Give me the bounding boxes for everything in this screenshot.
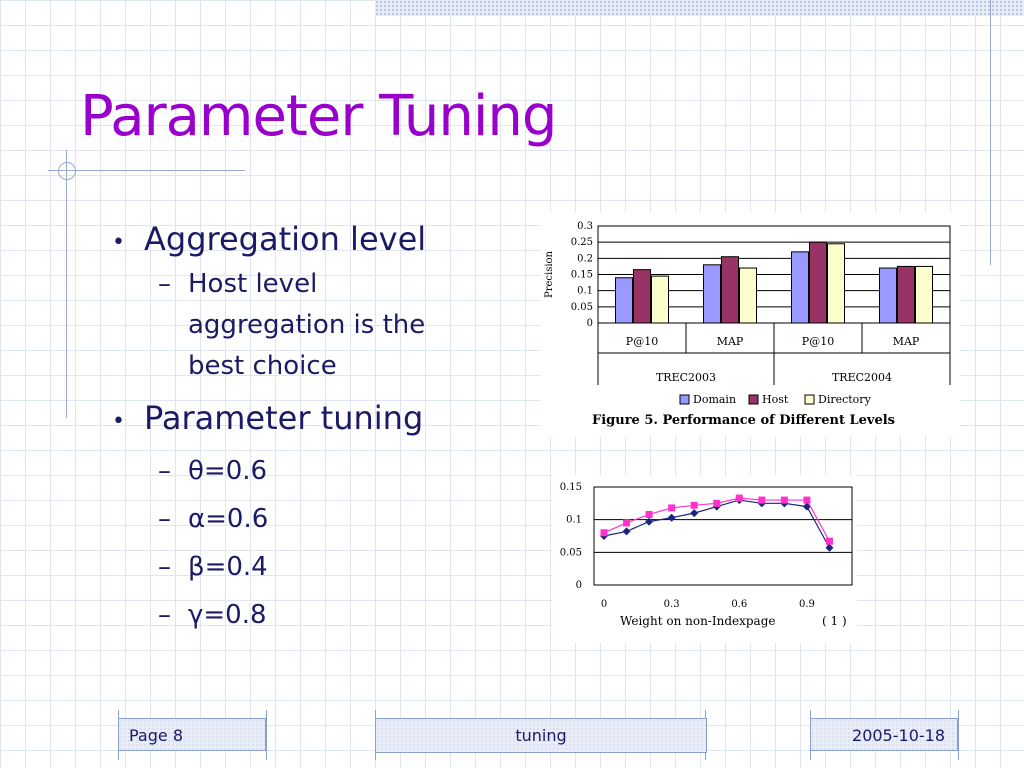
y-tick-label: 0.15	[560, 482, 582, 493]
bullet-dot-icon: •	[112, 409, 125, 434]
x-axis-label: Weight on non-Indexpage	[620, 614, 775, 628]
legend-label: Directory	[818, 393, 872, 406]
data-point	[690, 501, 698, 509]
x-tick-label: P@10	[626, 335, 658, 348]
y-tick-label: 0.15	[571, 270, 593, 281]
chart-caption: ( 1 )	[822, 614, 847, 628]
dash-icon: –	[158, 504, 171, 534]
sub-bullet-host-level: – Host level aggregation is the best cho…	[100, 264, 480, 387]
footer-date: 2005-10-18	[810, 718, 958, 751]
bar	[915, 265, 933, 324]
legend-label: Domain	[693, 393, 736, 406]
bar	[897, 265, 915, 324]
x-tick-label: 0	[601, 599, 607, 610]
bar	[615, 277, 633, 324]
data-point	[825, 537, 833, 545]
data-point	[645, 510, 653, 518]
sub-bullet-alpha: – α=0.6	[100, 495, 480, 543]
y-axis-label: Precision	[544, 250, 555, 298]
data-point	[802, 502, 811, 511]
footer-page-number: Page 8	[118, 718, 266, 751]
y-tick-label: 0	[587, 318, 593, 329]
x-tick-label: 0.3	[664, 599, 680, 610]
title-underline	[48, 170, 245, 171]
sub-bullet-theta: – θ=0.6	[100, 447, 480, 495]
data-point	[667, 513, 676, 522]
decorative-circle	[58, 162, 76, 180]
sub-bullet-text: β=0.4	[188, 552, 268, 582]
bar-chart: 0.3 0.25 0.2 0.15 0.1 0.05 0 Precision P@10 MAP P@…	[544, 221, 951, 428]
data-point	[780, 496, 788, 504]
group-label: TREC2004	[832, 371, 892, 384]
sub-bullet-beta: – β=0.4	[100, 543, 480, 591]
bullet-dot-icon: •	[112, 230, 125, 255]
legend-swatch	[748, 394, 759, 405]
data-point	[803, 496, 811, 504]
sub-bullet-text: γ=0.8	[188, 600, 267, 630]
bar	[791, 251, 809, 324]
bullet-list: • Aggregation level – Host level aggrega…	[100, 220, 480, 639]
x-tick-label: MAP	[717, 335, 744, 348]
legend-swatch	[679, 394, 690, 405]
footer-divider	[958, 710, 959, 760]
right-decorative-line	[990, 0, 991, 265]
sub-bullet-text: α=0.6	[188, 504, 269, 534]
x-tick-label: MAP	[893, 335, 920, 348]
data-point	[600, 529, 608, 537]
footer-topic: tuning	[375, 718, 707, 753]
data-point	[825, 543, 834, 552]
x-tick-label: 0.6	[731, 599, 747, 610]
bullet-aggregation-level: • Aggregation level	[100, 220, 480, 258]
bar	[879, 267, 897, 324]
sub-bullet-gamma: – γ=0.8	[100, 591, 480, 639]
y-tick-label: 0.1	[566, 515, 582, 526]
dash-icon: –	[158, 600, 171, 630]
data-point	[622, 527, 631, 536]
x-tick-label: 0.9	[799, 599, 815, 610]
group-label: TREC2003	[656, 371, 716, 384]
y-tick-label: 0.1	[577, 286, 593, 297]
bar	[703, 264, 721, 324]
line-chart-figure: 0.15 0.1 0.05 0 0 0.3 0.6 0.9 Weight on non-Inde…	[552, 475, 857, 643]
bar	[827, 243, 845, 324]
top-decorative-band	[375, 0, 1024, 16]
sub-bullet-text: Host level aggregation is the best choic…	[188, 269, 426, 381]
dash-icon: –	[158, 269, 171, 299]
bullet-text: Aggregation level	[144, 220, 427, 258]
footer-divider	[266, 710, 267, 760]
bar	[633, 269, 651, 324]
data-point	[690, 509, 699, 518]
dash-icon: –	[158, 456, 171, 486]
data-point	[623, 519, 631, 527]
y-tick-label: 0.25	[571, 237, 593, 248]
y-tick-label: 0.2	[577, 253, 593, 264]
figure-caption: Figure 5. Performance of Different Level…	[592, 413, 895, 428]
bar	[809, 241, 827, 324]
data-point	[758, 496, 766, 504]
bullet-parameter-tuning: • Parameter tuning	[100, 399, 480, 437]
data-point	[668, 504, 676, 512]
left-decorative-line	[66, 150, 67, 418]
y-tick-label: 0.05	[560, 547, 582, 558]
bullet-text: Parameter tuning	[144, 399, 424, 437]
dash-icon: –	[158, 552, 171, 582]
y-tick-label: 0.05	[571, 302, 593, 313]
legend-label: Host	[762, 393, 789, 406]
plot-frame	[593, 486, 853, 586]
data-point	[645, 517, 654, 526]
slide-title: Parameter Tuning	[80, 84, 557, 149]
x-tick-label: P@10	[802, 335, 834, 348]
data-point	[735, 494, 743, 502]
y-tick-label: 0.3	[577, 221, 593, 232]
sub-bullet-text: θ=0.6	[188, 456, 268, 486]
legend-swatch	[804, 394, 815, 405]
bar	[651, 275, 669, 324]
bar	[721, 256, 739, 324]
bar-chart-figure: 0.3 0.25 0.2 0.15 0.1 0.05 0 Precision P@10 MAP P@…	[540, 212, 960, 437]
data-point	[713, 499, 721, 507]
bar	[739, 267, 757, 324]
line-chart: 0.15 0.1 0.05 0 0 0.3 0.6 0.9 Weight on non-Inde…	[560, 482, 853, 628]
y-tick-label: 0	[576, 580, 582, 591]
